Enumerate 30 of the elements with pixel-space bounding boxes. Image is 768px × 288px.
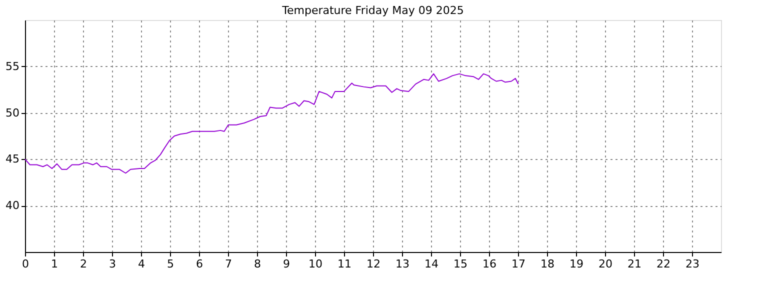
x-tick-label: 7	[225, 258, 232, 270]
line-series	[24, 73, 519, 174]
x-tick-label: 10	[308, 258, 322, 270]
x-tick-label: 14	[424, 258, 438, 270]
y-tick-label: 40	[6, 199, 20, 212]
x-tick-label: 9	[283, 258, 290, 270]
x-tick-label: 19	[570, 258, 584, 270]
x-tick-label: 3	[109, 258, 116, 270]
y-tick-label: 55	[6, 60, 20, 73]
x-tick-label: 18	[540, 258, 554, 270]
x-tick-label: 13	[396, 258, 410, 270]
x-tick-label: 22	[656, 258, 670, 270]
x-tick-label: 21	[628, 258, 642, 270]
x-tick-label: 8	[254, 258, 261, 270]
x-tick-label: 11	[338, 258, 352, 270]
x-tick-label: 12	[366, 258, 380, 270]
chart-title: Temperature Friday May 09 2025	[281, 4, 464, 17]
y-tick-label: 45	[6, 152, 20, 166]
x-tick-label: 0	[22, 258, 29, 270]
x-tick-label: 23	[686, 258, 700, 270]
x-tick-label: 4	[138, 258, 145, 270]
x-tick-label: 2	[80, 258, 87, 270]
x-tick-label: 17	[512, 258, 526, 270]
x-tick-label: 20	[598, 258, 612, 270]
x-tick-label: 16	[482, 258, 496, 270]
x-tick-label: 6	[196, 258, 203, 270]
x-tick-label: 1	[51, 258, 58, 270]
x-tick-label: 5	[167, 258, 174, 270]
x-tick-label: 15	[454, 258, 468, 270]
y-tick-label: 50	[6, 106, 20, 120]
